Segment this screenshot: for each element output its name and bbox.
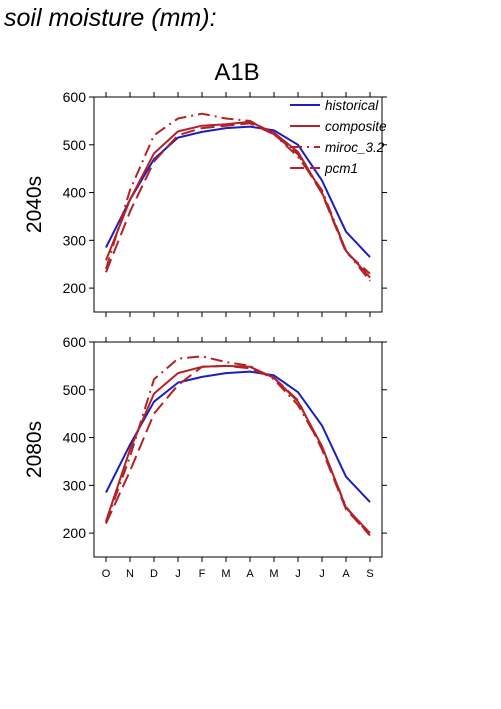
row-label-2080s: 2080s <box>23 421 46 478</box>
panel-2080s: 200 300 400 500 600 O N D J F M A M J J A S 2080s <box>23 334 387 580</box>
series-line-miroc-3-2 <box>105 355 371 537</box>
series-line-composite <box>105 364 371 534</box>
series-line-pcm1 <box>105 364 371 537</box>
x-tick-label: N <box>126 568 134 580</box>
legend-label-composite: composite <box>325 119 387 134</box>
legend-label-miroc-3-2: miroc_3.2 <box>325 140 385 155</box>
y-tick-label: 300 <box>63 232 87 248</box>
y-tick-label: 200 <box>63 525 87 541</box>
x-tick-label: J <box>175 568 181 580</box>
x-tick-label: J <box>319 568 325 580</box>
x-tick-label: F <box>199 568 206 580</box>
scenario-title: A1B <box>214 59 259 86</box>
legend: historical composite miroc_3.2 pcm1 <box>290 98 387 176</box>
plot-frame <box>93 96 383 313</box>
y-tick-label: 200 <box>63 280 87 296</box>
y-tick-label: 600 <box>63 334 87 350</box>
page-title: soil moisture (mm): <box>4 4 217 32</box>
series-line-historical <box>105 370 371 503</box>
x-tick-label: S <box>366 568 373 580</box>
series-line-historical <box>105 125 371 258</box>
legend-label-pcm1: pcm1 <box>324 161 358 176</box>
y-tick-label: 400 <box>63 185 87 201</box>
y-tick-label: 600 <box>63 89 87 105</box>
x-tick-label: D <box>150 568 158 580</box>
y-tick-label: 300 <box>63 477 87 493</box>
series-line-pcm1 <box>105 122 371 275</box>
y-tick-label: 500 <box>63 382 87 398</box>
x-tick-label: J <box>295 568 301 580</box>
y-tick-label: 400 <box>63 430 87 446</box>
legend-label-historical: historical <box>325 98 379 113</box>
x-tick-label: A <box>342 568 350 580</box>
x-tick-label: A <box>246 568 254 580</box>
x-tick-label: M <box>221 568 230 580</box>
y-tick-label: 500 <box>63 137 87 153</box>
x-tick-label: O <box>102 568 111 580</box>
row-label-2040s: 2040s <box>23 176 46 233</box>
x-tick-label: M <box>269 568 278 580</box>
panel-2040s: 200 300 400 500 600 2040s historical composite m… <box>23 89 387 317</box>
plot-frame <box>93 341 383 558</box>
